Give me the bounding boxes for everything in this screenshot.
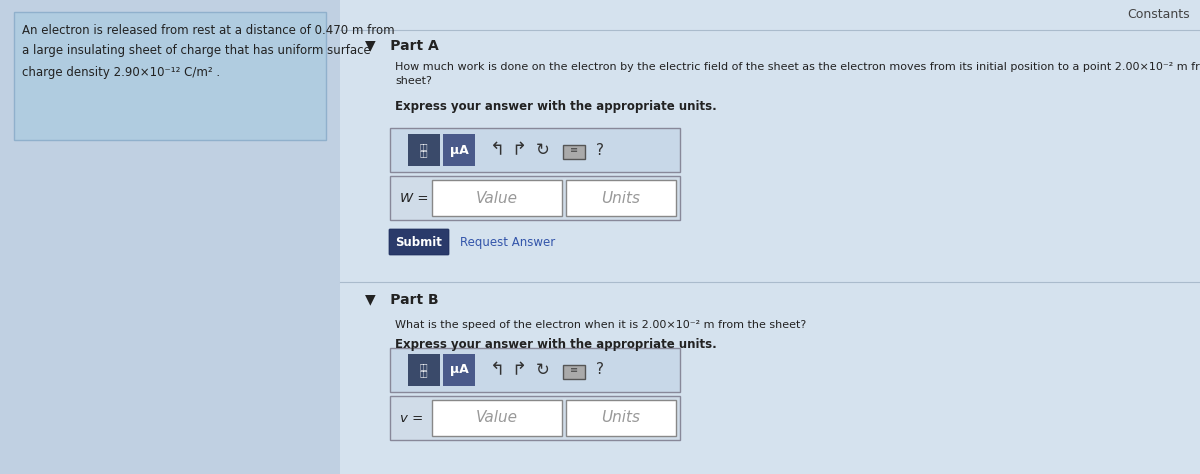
Text: How much work is done on the electron by the electric field of the sheet as the : How much work is done on the electron by… <box>395 62 1200 72</box>
Text: Value: Value <box>476 191 518 206</box>
Text: ↰: ↰ <box>490 141 504 159</box>
Bar <box>432 180 562 216</box>
Text: ⬛⬛
⬛⬛: ⬛⬛ ⬛⬛ <box>420 363 428 377</box>
Bar <box>340 0 1200 474</box>
Text: Units: Units <box>601 410 641 426</box>
FancyBboxPatch shape <box>389 229 449 255</box>
Bar <box>14 12 326 140</box>
Text: ⬛⬛
⬛⬛: ⬛⬛ ⬛⬛ <box>420 143 428 157</box>
Bar <box>566 400 676 436</box>
Text: Submit: Submit <box>396 236 443 248</box>
Bar <box>390 396 680 440</box>
Text: ≡: ≡ <box>570 145 578 155</box>
Text: v =: v = <box>400 411 424 425</box>
Bar <box>408 354 440 386</box>
Text: ↰: ↰ <box>490 361 504 379</box>
Text: W =: W = <box>400 191 428 204</box>
Text: Units: Units <box>601 191 641 206</box>
Bar <box>563 145 586 159</box>
Bar <box>408 134 440 166</box>
Bar <box>432 400 562 436</box>
Text: ?: ? <box>596 143 604 157</box>
Text: μA: μA <box>450 364 468 376</box>
Bar <box>0 0 340 474</box>
Text: ≡: ≡ <box>570 365 578 375</box>
Bar <box>566 180 676 216</box>
Bar <box>390 128 680 172</box>
Text: ↻: ↻ <box>536 141 550 159</box>
Text: ▼   Part A: ▼ Part A <box>365 38 439 52</box>
Text: Express your answer with the appropriate units.: Express your answer with the appropriate… <box>395 100 716 113</box>
Bar <box>443 134 475 166</box>
Text: Express your answer with the appropriate units.: Express your answer with the appropriate… <box>395 338 716 351</box>
Bar <box>443 354 475 386</box>
Text: ▼   Part B: ▼ Part B <box>365 292 439 306</box>
Text: charge density 2.90×10⁻¹² C/m² .: charge density 2.90×10⁻¹² C/m² . <box>22 66 220 79</box>
Text: An electron is released from rest at a distance of 0.470 m from: An electron is released from rest at a d… <box>22 24 395 37</box>
Text: a large insulating sheet of charge that has uniform surface: a large insulating sheet of charge that … <box>22 44 371 57</box>
Text: Value: Value <box>476 410 518 426</box>
Bar <box>390 176 680 220</box>
Text: ↱: ↱ <box>511 141 527 159</box>
Text: Constants: Constants <box>1127 8 1190 21</box>
Bar <box>390 348 680 392</box>
Text: ↱: ↱ <box>511 361 527 379</box>
Text: ↻: ↻ <box>536 361 550 379</box>
Text: What is the speed of the electron when it is 2.00×10⁻² m from the sheet?: What is the speed of the electron when i… <box>395 320 806 330</box>
Text: μA: μA <box>450 144 468 156</box>
Text: ?: ? <box>596 363 604 377</box>
Text: Request Answer: Request Answer <box>460 236 556 248</box>
Text: sheet?: sheet? <box>395 76 432 86</box>
Bar <box>563 365 586 379</box>
